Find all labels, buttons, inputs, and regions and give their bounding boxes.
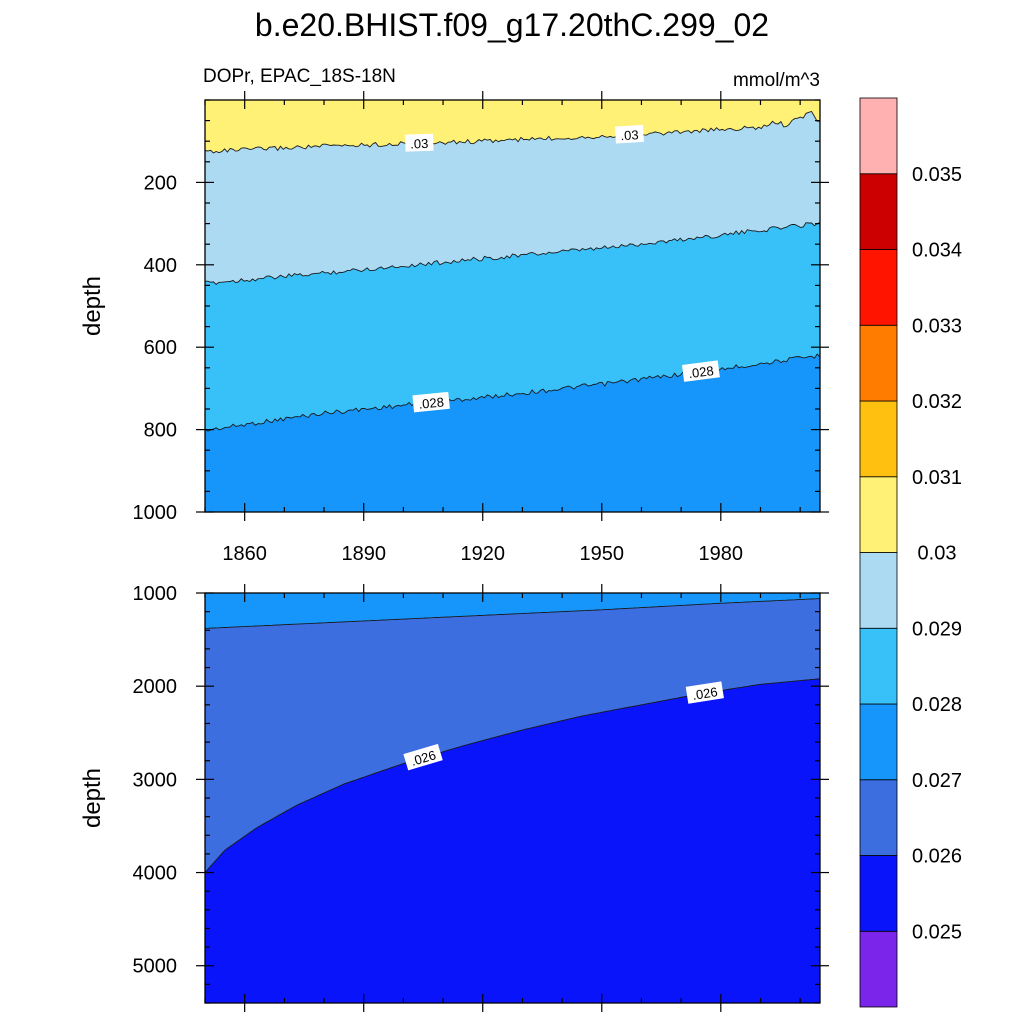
y-tick-label: 400 <box>144 255 177 277</box>
contour-label-text: .028 <box>418 394 445 411</box>
colorbar-swatch <box>859 703 898 781</box>
y-tick-label: 2000 <box>133 676 178 698</box>
y-axis-label: depth <box>79 276 106 336</box>
colorbar-swatch <box>859 930 898 1008</box>
y-tick-label: 1000 <box>133 583 178 605</box>
contour-label-box <box>615 124 644 144</box>
contour-line <box>204 110 821 154</box>
contour-line <box>205 221 821 285</box>
contour-label-box <box>405 133 434 152</box>
contour-label-box <box>403 743 443 771</box>
colorbar-swatch <box>859 627 898 705</box>
colorbar-tick-label: 0.03 <box>918 543 957 565</box>
contour-label-box <box>412 391 450 413</box>
y-tick-label: 1000 <box>133 502 178 524</box>
x-tick-label: 1980 <box>699 543 744 565</box>
colorbar-swatch <box>859 552 898 629</box>
contour-label-text: .026 <box>691 684 718 703</box>
x-tick-label: 1860 <box>222 543 267 565</box>
y-tick-label: 4000 <box>133 863 178 885</box>
y-tick-label: 600 <box>144 337 177 359</box>
lower-depth-panel: .026 .026 1000 2000 3000 4000 5000 depth <box>79 583 829 1012</box>
colorbar-tick-label: 0.025 <box>912 921 962 943</box>
contour-line <box>204 598 821 629</box>
colorbar-tick-label: 0.027 <box>912 770 962 792</box>
colorbar-tick-label: 0.031 <box>912 467 962 489</box>
contour-label-text: .028 <box>688 363 715 381</box>
upper-depth-panel: .028 .028 .03 .03 1860 1890 1920 1950 1980 200 400… <box>79 91 829 565</box>
colorbar-tick-label: 0.028 <box>912 694 962 716</box>
colorbar-tick-label: 0.033 <box>912 315 962 337</box>
y-tick-label: 5000 <box>133 956 178 978</box>
colorbar-tick-label: 0.026 <box>912 846 962 868</box>
colorbar-swatch <box>859 97 898 175</box>
colorbar-swatch <box>859 855 898 932</box>
contour-label: .028 <box>412 391 450 413</box>
y-tick-label: 3000 <box>133 769 178 791</box>
contour-band-fill <box>205 593 820 873</box>
figure-title: b.e20.BHIST.f09_g17.20thC.299_02 <box>255 7 769 43</box>
contour-band-fill <box>205 100 820 153</box>
units-subtitle: mmol/m^3 <box>733 70 820 91</box>
y-tick-label: 200 <box>144 172 177 194</box>
colorbar-swatch <box>859 779 898 856</box>
y-axis-label: depth <box>79 768 106 828</box>
colorbar-swatch <box>859 400 898 478</box>
x-tick-label: 1920 <box>460 543 505 565</box>
colorbar-swatch <box>859 249 898 326</box>
contour-label-text: .026 <box>409 747 438 769</box>
colorbar-tick-label: 0.034 <box>912 240 962 262</box>
contour-label: .03 <box>615 124 644 144</box>
contour-label: .028 <box>682 360 720 382</box>
contour-label: .026 <box>685 681 724 704</box>
colorbar: 0.025 0.026 0.027 0.028 0.029 0.03 0.031 0.032 0… <box>859 97 962 1008</box>
contour-label: .026 <box>403 743 443 771</box>
colorbar-swatch <box>859 476 898 553</box>
contour-label-text: .03 <box>410 136 429 152</box>
colorbar-tick-label: 0.029 <box>912 618 962 640</box>
contour-label: .03 <box>405 133 434 152</box>
colorbar-swatch <box>859 173 898 250</box>
y-tick-label: 800 <box>144 420 177 442</box>
contour-label-text: .03 <box>620 127 639 143</box>
x-tick-label: 1950 <box>580 543 625 565</box>
x-tick-label: 1890 <box>341 543 386 565</box>
colorbar-tick-label: 0.032 <box>912 391 962 413</box>
contour-band-fill <box>205 593 820 629</box>
contour-label-box <box>685 681 724 704</box>
variable-subtitle: DOPr, EPAC_18S-18N <box>203 66 396 87</box>
contour-label-box <box>682 360 720 382</box>
colorbar-swatch <box>859 324 898 402</box>
colorbar-tick-label: 0.035 <box>912 164 962 186</box>
